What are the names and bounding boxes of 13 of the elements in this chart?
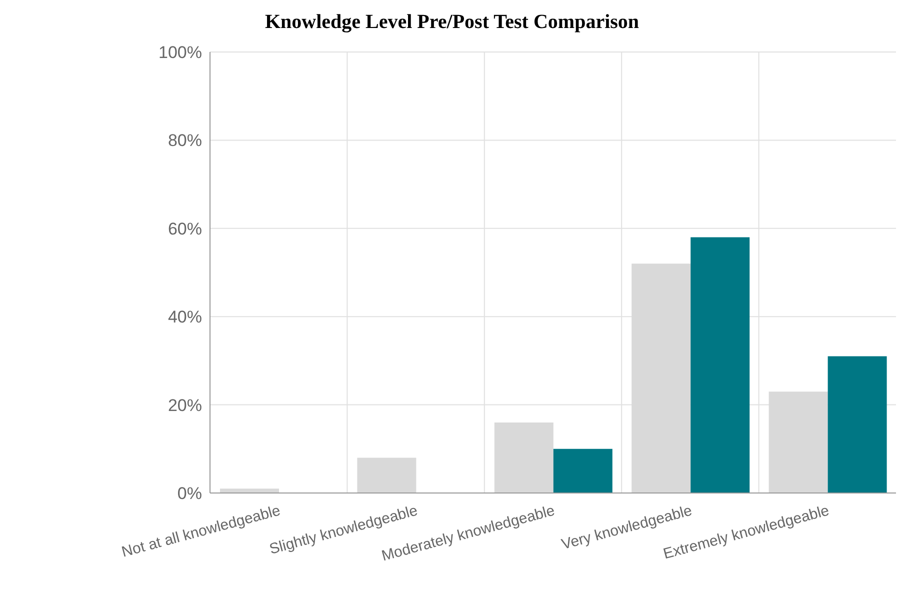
y-tick-label: 20% xyxy=(168,396,202,415)
bar xyxy=(828,356,887,493)
bar xyxy=(690,237,750,493)
y-tick-label: 100% xyxy=(158,43,202,62)
bar xyxy=(494,422,554,493)
y-tick-label: 40% xyxy=(168,308,202,327)
bar xyxy=(357,458,416,493)
y-tick-label: 0% xyxy=(177,484,202,504)
bar xyxy=(553,448,612,493)
chart-title: Knowledge Level Pre/Post Test Comparison xyxy=(264,10,640,35)
y-tick-label: 60% xyxy=(168,219,202,238)
bar xyxy=(220,488,279,493)
y-tick-label: 80% xyxy=(168,131,202,150)
